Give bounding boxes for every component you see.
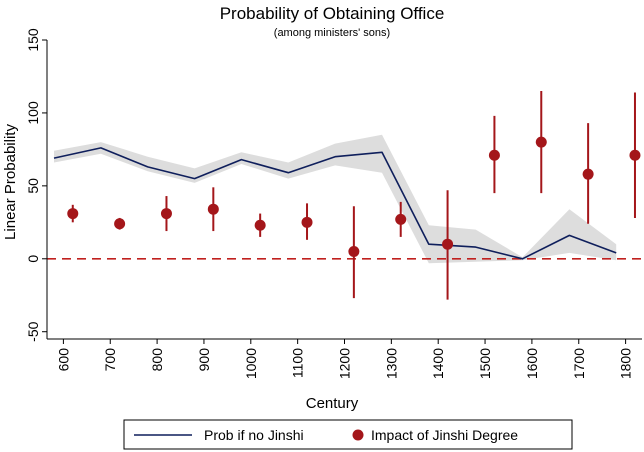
y-axis-label: Linear Probability — [2, 124, 19, 240]
y-tick-label: 100 — [25, 101, 41, 125]
y-axis-ticks: -50 0 50 100 150 — [25, 28, 47, 342]
x-tick-label: 1600 — [524, 348, 540, 379]
jinshi-impact-point — [114, 218, 126, 230]
x-tick-label: 600 — [55, 348, 71, 372]
jinshi-impact-point — [395, 213, 407, 225]
x-tick-label: 1300 — [383, 348, 399, 379]
y-tick-label: 0 — [25, 255, 41, 263]
jinshi-impact-point — [67, 208, 79, 220]
no-jinshi-line-layer — [53, 147, 617, 260]
confidence-band-layer — [54, 134, 617, 264]
jinshi-impact-layer — [67, 91, 641, 300]
jinshi-impact-point — [348, 245, 360, 257]
y-tick-label: 150 — [25, 28, 41, 52]
jinshi-impact-point — [301, 216, 313, 228]
legend-label-jinshi-impact: Impact of Jinshi Degree — [371, 427, 518, 443]
x-tick-label: 700 — [102, 348, 118, 372]
jinshi-impact-point — [535, 136, 547, 148]
x-tick-label: 1800 — [618, 348, 634, 379]
x-tick-label: 1100 — [290, 348, 306, 378]
jinshi-impact-point — [254, 219, 266, 231]
jinshi-impact-point — [160, 208, 172, 220]
legend-dot-symbol — [352, 429, 364, 441]
no-jinshi-confidence-band — [54, 134, 617, 264]
legend-box — [123, 419, 573, 450]
x-axis-label: Century — [306, 395, 359, 412]
x-tick-label: 1400 — [430, 348, 446, 379]
legend: Prob if no Jinshi Impact of Jinshi Degre… — [123, 419, 573, 450]
y-tick-label: 50 — [25, 178, 41, 194]
jinshi-impact-point — [207, 203, 219, 215]
jinshi-impact-point — [629, 149, 641, 161]
x-tick-label: 1200 — [337, 348, 353, 379]
jinshi-impact-point — [488, 149, 500, 161]
jinshi-impact-point — [582, 168, 594, 180]
y-tick-label: -50 — [25, 321, 41, 341]
no-jinshi-line — [53, 147, 617, 260]
x-tick-label: 1500 — [477, 348, 493, 379]
x-axis-ticks: 600 700 800 900 1000 1100 1200 1300 1400 1500 1600… — [55, 339, 634, 379]
legend-label-no-jinshi: Prob if no Jinshi — [204, 427, 304, 443]
x-tick-label: 1000 — [243, 348, 259, 379]
chart-title: Probability of Obtaining Office — [220, 4, 445, 23]
x-tick-label: 1700 — [571, 348, 587, 379]
x-tick-label: 800 — [149, 348, 165, 372]
chart-subtitle: (among ministers' sons) — [274, 27, 390, 39]
jinshi-impact-point — [442, 238, 454, 250]
x-tick-label: 900 — [196, 348, 212, 372]
